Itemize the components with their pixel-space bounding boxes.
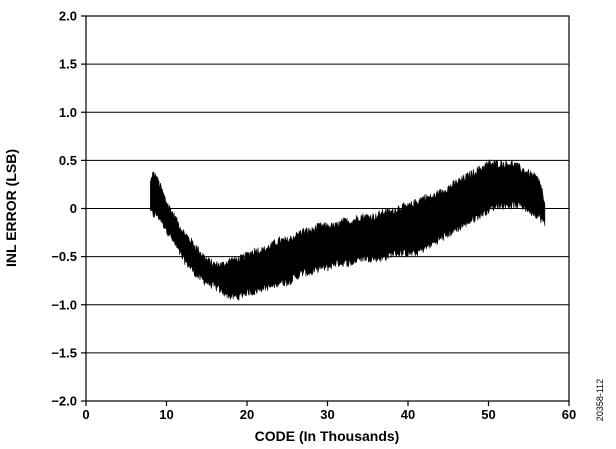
x-tick-label: 10: [159, 407, 173, 422]
x-tick-label: 20: [240, 407, 254, 422]
y-tick-label: 1.0: [59, 105, 77, 120]
y-tick-label: −0.5: [51, 249, 77, 264]
y-tick-label: 0.5: [59, 153, 77, 168]
y-tick-label: −2.0: [51, 394, 77, 409]
figure-id: 20358-112: [595, 379, 605, 421]
x-tick-label: 0: [82, 407, 89, 422]
inl-error-series: [150, 159, 546, 301]
x-tick-label: 40: [401, 407, 415, 422]
x-axis-ticks: 0 10 20 30 40 50 60: [82, 401, 576, 422]
x-tick-label: 30: [320, 407, 334, 422]
x-tick-label: 50: [481, 407, 495, 422]
x-tick-label: 60: [562, 407, 576, 422]
y-tick-label: −1.0: [51, 297, 77, 312]
x-axis-title: CODE (In Thousands): [255, 428, 400, 444]
inl-error-band: [150, 159, 546, 301]
y-axis-title: INL ERROR (LSB): [3, 149, 19, 267]
y-tick-label: 2.0: [59, 9, 77, 24]
y-tick-label: −1.5: [51, 345, 77, 360]
y-axis-ticks: 2.0 1.5 1.0 0.5 0 −0.5 −1.0 −1.5 −2.0: [51, 9, 86, 409]
y-tick-label: 0: [70, 201, 77, 216]
y-tick-label: 1.5: [59, 57, 77, 72]
